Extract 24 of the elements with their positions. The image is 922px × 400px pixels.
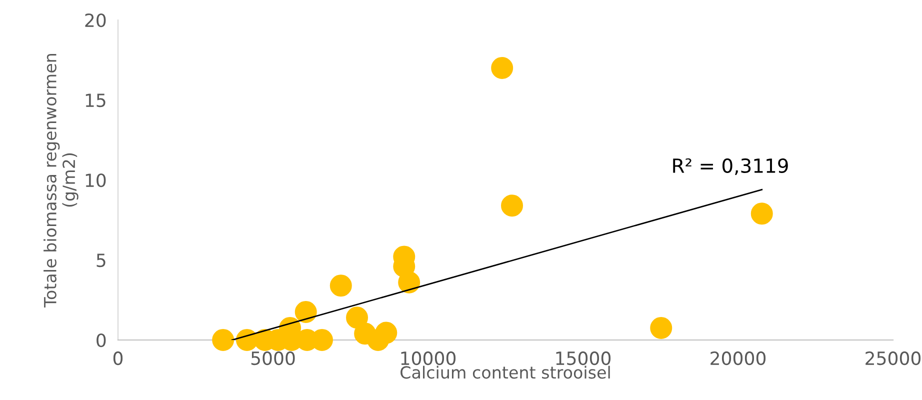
x-tick-label: 5000 (251, 351, 295, 366)
y-tick-label: 10 (86, 173, 106, 188)
x-tick-label: 10000 (401, 351, 456, 366)
point (750, 202, 773, 225)
y-tick-label: 0 (96, 333, 106, 348)
point (367, 329, 390, 351)
point (491, 57, 514, 79)
y-tick-label: 15 (86, 94, 106, 108)
y-tick-label: 20 (85, 13, 106, 28)
x-tick-label: 20000 (710, 351, 766, 366)
point (330, 274, 352, 297)
y-axis-title: Totale biomassa regenwormen (g/m2) (44, 54, 78, 308)
annotation: R² = 0,3119 (673, 158, 788, 176)
point (650, 317, 672, 339)
x-tick-label: 25000 (866, 351, 921, 366)
point (212, 329, 234, 351)
point (346, 306, 368, 329)
x-axis-title: Calcium content strooisel (400, 366, 610, 379)
point (501, 194, 524, 217)
y-tick-label: 5 (96, 254, 106, 268)
x-tick-label: 0 (113, 351, 123, 366)
x-tick-label: 15000 (556, 351, 611, 366)
point (398, 271, 420, 294)
point (294, 301, 317, 323)
